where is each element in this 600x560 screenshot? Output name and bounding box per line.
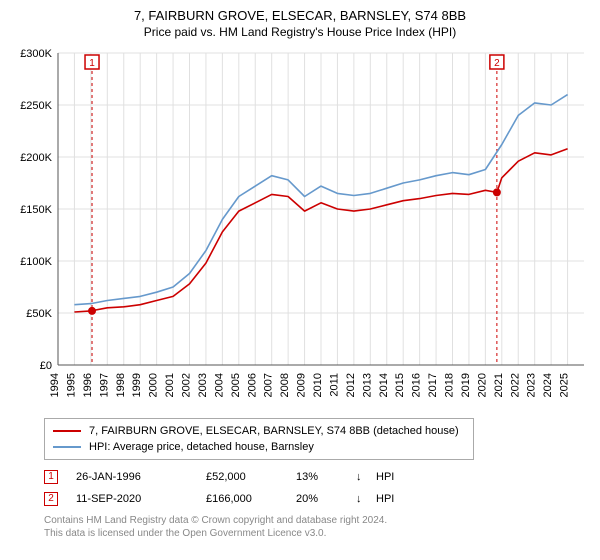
event-ref-2: HPI xyxy=(376,488,406,510)
chart-area: £0 £50K £100K £150K £200K £250K £300K 1994 1995 1… xyxy=(10,47,590,412)
svg-text:2024: 2024 xyxy=(542,373,554,397)
legend-row-property: 7, FAIRBURN GROVE, ELSECAR, BARNSLEY, S7… xyxy=(53,423,465,439)
event-row-1: 1 26-JAN-1996 £52,000 13% ↓ HPI xyxy=(44,466,590,488)
svg-text:£100K: £100K xyxy=(20,256,52,268)
event-dir-2: ↓ xyxy=(356,488,376,510)
svg-text:2004: 2004 xyxy=(213,373,225,397)
svg-text:2019: 2019 xyxy=(460,373,472,397)
legend-box: 7, FAIRBURN GROVE, ELSECAR, BARNSLEY, S7… xyxy=(44,418,474,460)
chart-subtitle: Price paid vs. HM Land Registry's House … xyxy=(10,25,590,39)
svg-text:2014: 2014 xyxy=(378,373,390,397)
svg-text:2021: 2021 xyxy=(493,373,505,397)
svg-text:2010: 2010 xyxy=(312,373,324,397)
svg-text:2000: 2000 xyxy=(148,373,160,397)
footer-line-1: Contains HM Land Registry data © Crown c… xyxy=(44,514,590,527)
event-date-1: 26-JAN-1996 xyxy=(76,466,206,488)
svg-text:2011: 2011 xyxy=(328,373,340,397)
svg-text:2009: 2009 xyxy=(296,373,308,397)
svg-text:1996: 1996 xyxy=(82,373,94,397)
svg-text:2006: 2006 xyxy=(246,373,258,397)
event-marker-2: 2 xyxy=(44,492,58,506)
event-dir-1: ↓ xyxy=(356,466,376,488)
chart-svg: £0 £50K £100K £150K £200K £250K £300K 1994 1995 1… xyxy=(10,47,590,412)
svg-text:2007: 2007 xyxy=(263,373,275,397)
svg-text:£50K: £50K xyxy=(26,308,52,320)
legend-row-hpi: HPI: Average price, detached house, Barn… xyxy=(53,439,465,455)
svg-text:£200K: £200K xyxy=(20,152,52,164)
svg-text:2016: 2016 xyxy=(411,373,423,397)
svg-text:2020: 2020 xyxy=(476,373,488,397)
svg-text:2023: 2023 xyxy=(526,373,538,397)
event-price-2: £166,000 xyxy=(206,488,296,510)
footer-line-2: This data is licensed under the Open Gov… xyxy=(44,527,590,540)
svg-text:1999: 1999 xyxy=(131,373,143,397)
event-date-2: 11-SEP-2020 xyxy=(76,488,206,510)
svg-text:2: 2 xyxy=(494,58,500,69)
svg-text:2017: 2017 xyxy=(427,373,439,397)
svg-text:2008: 2008 xyxy=(279,373,291,397)
legend-swatch-hpi xyxy=(53,446,81,448)
svg-text:2001: 2001 xyxy=(164,373,176,397)
event-row-2: 2 11-SEP-2020 £166,000 20% ↓ HPI xyxy=(44,488,590,510)
event-pct-2: 20% xyxy=(296,488,356,510)
svg-text:£0: £0 xyxy=(40,360,52,372)
svg-text:£150K: £150K xyxy=(20,204,52,216)
svg-text:2003: 2003 xyxy=(197,373,209,397)
svg-text:£250K: £250K xyxy=(20,100,52,112)
legend-swatch-property xyxy=(53,430,81,432)
svg-text:2015: 2015 xyxy=(394,373,406,397)
event-pct-1: 13% xyxy=(296,466,356,488)
legend-label-hpi: HPI: Average price, detached house, Barn… xyxy=(89,439,314,455)
svg-text:2022: 2022 xyxy=(509,373,521,397)
svg-text:1: 1 xyxy=(89,58,95,69)
svg-text:2013: 2013 xyxy=(361,373,373,397)
event-marker-1: 1 xyxy=(44,470,58,484)
legend-label-property: 7, FAIRBURN GROVE, ELSECAR, BARNSLEY, S7… xyxy=(89,423,459,439)
svg-text:2018: 2018 xyxy=(444,373,456,397)
chart-title: 7, FAIRBURN GROVE, ELSECAR, BARNSLEY, S7… xyxy=(10,8,590,23)
svg-text:1998: 1998 xyxy=(115,373,127,397)
svg-text:1995: 1995 xyxy=(65,373,77,397)
svg-text:2012: 2012 xyxy=(345,373,357,397)
svg-text:1997: 1997 xyxy=(98,373,110,397)
event-price-1: £52,000 xyxy=(206,466,296,488)
events-table: 1 26-JAN-1996 £52,000 13% ↓ HPI 2 11-SEP… xyxy=(44,466,590,510)
svg-text:1994: 1994 xyxy=(49,373,61,397)
event-ref-1: HPI xyxy=(376,466,406,488)
svg-text:£300K: £300K xyxy=(20,48,52,60)
footer: Contains HM Land Registry data © Crown c… xyxy=(44,514,590,540)
svg-text:2005: 2005 xyxy=(230,373,242,397)
svg-text:2002: 2002 xyxy=(181,373,193,397)
svg-text:2025: 2025 xyxy=(559,373,571,397)
